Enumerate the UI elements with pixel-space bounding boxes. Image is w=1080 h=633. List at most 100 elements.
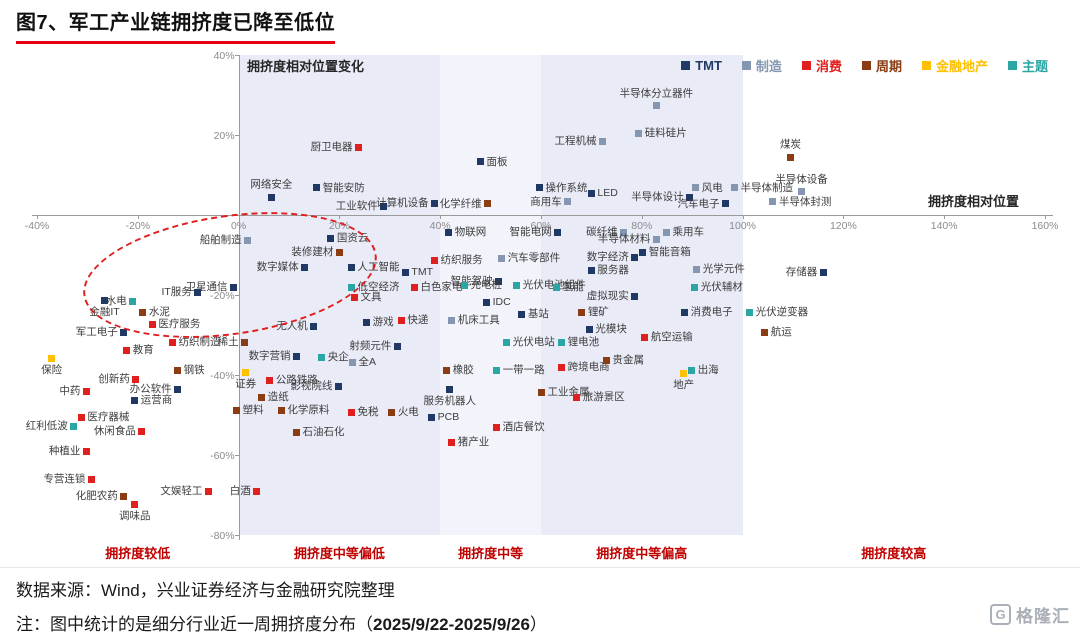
data-point-label: 水电 [105, 294, 127, 307]
data-point-marker [483, 298, 491, 306]
data-point-label: 工业金属 [547, 385, 590, 398]
data-point-label: 专营连锁 [43, 472, 86, 485]
x-axis-line [32, 215, 1053, 216]
x-axis-tick-label: 80% [631, 220, 653, 232]
x-axis-tick [37, 215, 38, 219]
data-point-marker [242, 368, 250, 376]
data-point-marker [244, 236, 252, 244]
data-point-label: 计算机设备 [376, 196, 429, 209]
data-point-label: 航运 [770, 325, 792, 338]
x-axis-title: 拥挤度相对位置 [928, 194, 1020, 209]
data-point-label: 化肥农药 [75, 489, 118, 502]
data-point-marker [131, 500, 139, 508]
data-point-marker [538, 388, 545, 396]
data-point-marker [443, 366, 451, 374]
data-point-marker [327, 234, 335, 242]
data-point-marker [230, 283, 238, 291]
data-point-marker [82, 447, 90, 455]
data-point-label: 光伏辅材 [700, 280, 743, 293]
data-point-marker [355, 143, 363, 151]
data-point-label: 教育 [132, 343, 154, 356]
data-point-label: 办公软件 [129, 382, 172, 395]
data-point-marker [686, 193, 694, 201]
data-point-label: 旅游景区 [582, 390, 625, 403]
data-point-marker [819, 268, 827, 276]
data-point-marker [587, 189, 595, 197]
data-point-label: 氢能 [562, 280, 584, 293]
legend-swatch [1007, 61, 1017, 70]
data-point-label: IT服务 [161, 285, 192, 298]
data-point-label: 化学纤维 [439, 197, 482, 210]
data-point-label: 锂矿 [587, 305, 609, 318]
zone-label: 拥挤度较高 [861, 546, 927, 561]
data-point-label: 中药 [59, 384, 81, 397]
data-point-marker [554, 228, 562, 236]
data-point-label: 猪产业 [457, 435, 490, 448]
data-point-label: 智能安防 [322, 181, 365, 194]
data-point-label: 跨境电商 [567, 360, 610, 373]
data-point-label: 贵金属 [612, 353, 645, 366]
data-point-marker [148, 320, 156, 328]
y-axis-line [238, 55, 240, 540]
data-point-label: 半导体制造 [740, 181, 794, 194]
data-point-label: 乘用车 [672, 225, 704, 238]
data-point-marker [631, 253, 639, 261]
figure-title: 图7、军工产业链拥挤度已降至低位 [16, 6, 336, 44]
data-point-marker [681, 308, 689, 316]
data-point-label: 智能驾驶 [450, 274, 493, 287]
data-point-marker [293, 428, 301, 436]
data-point-label: 光模块 [595, 322, 627, 335]
data-point-label: LED [597, 186, 618, 199]
data-point-label: 光伏电站 [512, 335, 555, 348]
data-point-label: 影视院线 [290, 379, 333, 392]
data-point-marker [477, 158, 485, 166]
data-point-marker [721, 200, 729, 208]
x-axis-tick-label: 100% [729, 220, 757, 232]
x-axis-tick-label: 140% [930, 220, 958, 232]
data-point-label: TMT [411, 265, 433, 278]
data-point-marker [652, 235, 660, 243]
data-point-label: 火电 [397, 405, 419, 418]
data-point-marker [334, 382, 342, 390]
data-point-label: 造纸 [267, 390, 289, 403]
data-point-marker [493, 366, 501, 374]
x-axis-tick [1045, 215, 1046, 219]
zone-band [238, 55, 441, 535]
x-axis-tick [944, 215, 946, 219]
data-point-marker [564, 198, 572, 206]
legend-item-主题: 主题 [1007, 56, 1048, 75]
y-axis-tick [234, 135, 239, 136]
y-axis-tick-label: -40% [210, 370, 235, 382]
legend-label: 金融地产 [935, 59, 988, 74]
data-point-label: 风电 [701, 181, 723, 194]
data-point-marker [82, 387, 90, 395]
figure-title-wrap: 图7、军工产业链拥挤度已降至低位 [16, 6, 336, 44]
data-point-label: 机床工具 [457, 313, 500, 326]
data-point-marker [351, 293, 359, 301]
legend-item-金融地产: 金融地产 [921, 56, 988, 75]
data-point-marker [241, 338, 249, 346]
data-point-marker [393, 342, 401, 350]
data-point-marker [503, 338, 511, 346]
data-point-marker [428, 413, 436, 421]
data-point-label: 消费电子 [690, 305, 733, 318]
gelonghui-logo-text: 格隆汇 [1016, 607, 1070, 626]
data-point-label: 白色家电 [420, 280, 463, 293]
data-point-label: 操作系统 [545, 181, 588, 194]
data-point-marker [335, 248, 343, 256]
chart-legend: TMT 制造 消费 周期 金融地产 主题 [681, 56, 1048, 75]
data-point-label: 国资云 [336, 231, 369, 244]
x-axis-tick [440, 215, 442, 219]
data-point-label: 运营商 [140, 393, 173, 406]
data-point-marker [573, 393, 581, 401]
data-point-label: IDC [492, 295, 511, 308]
y-axis-title: 拥挤度相对位置变化 [247, 59, 365, 74]
data-point-marker [132, 375, 140, 383]
data-point-label: 稀土 [217, 335, 239, 348]
data-point-label: 白酒 [229, 484, 251, 497]
data-point-marker [233, 406, 241, 414]
gelonghui-logo: G 格隆汇 [990, 602, 1070, 627]
data-point-label: PCB [437, 410, 460, 423]
data-point-label: 文娱轻工 [160, 484, 203, 497]
legend-item-制造: 制造 [741, 56, 782, 75]
